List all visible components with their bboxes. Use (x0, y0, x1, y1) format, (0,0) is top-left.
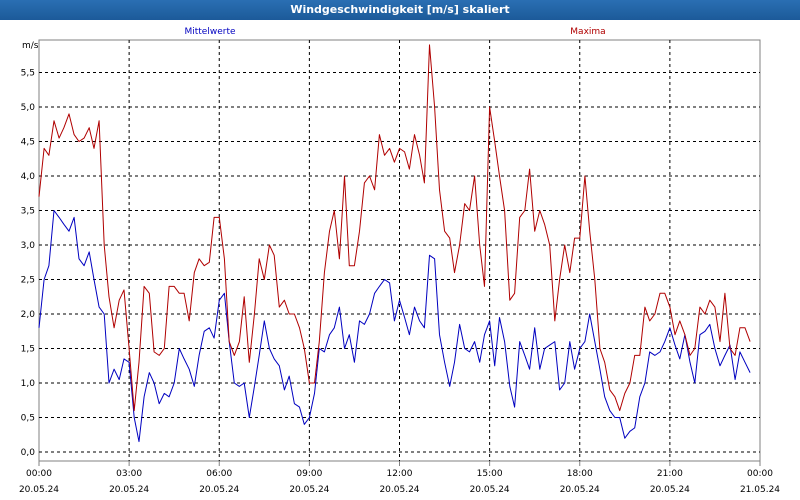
x-tick-time: 18:00 (567, 469, 593, 479)
y-tick-label: 1,0 (21, 379, 36, 389)
y-tick-label: 5,0 (21, 103, 36, 113)
x-tick-time: 00:00 (747, 469, 773, 479)
y-tick-label: 4,5 (21, 138, 35, 148)
x-tick-time: 03:00 (116, 469, 142, 479)
x-tick-date: 20.05.24 (560, 485, 600, 495)
y-tick-label: 3,5 (21, 207, 35, 217)
y-tick-label: 4,0 (21, 172, 36, 182)
y-axis-ticks: 0,0 0,5 1,0 1,5 2,0 2,5 3,0 3,5 4,0 4,5 5,0 5,5 (21, 69, 36, 459)
data-series (38, 44, 751, 443)
y-tick-label: 0,0 (21, 448, 36, 458)
x-tick-time: 21:00 (657, 469, 683, 479)
grid (39, 40, 760, 461)
y-tick-label: 2,0 (21, 310, 36, 320)
x-tick-date: 21.05.24 (740, 485, 780, 495)
y-tick-label: 0,5 (21, 414, 35, 424)
y-axis-label: m/s (22, 41, 39, 51)
x-tick-time: 06:00 (206, 469, 232, 479)
x-tick-time: 00:00 (26, 469, 52, 479)
x-tick-time: 09:00 (296, 469, 322, 479)
series-line-mittelwerte (38, 210, 751, 443)
x-tick-date: 20.05.24 (199, 485, 239, 495)
legend-maxima: Maxima (570, 27, 605, 37)
x-axis-ticks: 00:00 20.05.24 03:00 20.05.24 06:00 20.05.24 0… (19, 461, 780, 495)
x-tick-time: 15:00 (477, 469, 503, 479)
x-tick-date: 20.05.24 (379, 485, 419, 495)
legend-mittelwerte: Mittelwerte (184, 27, 235, 37)
y-tick-label: 2,5 (21, 276, 35, 286)
window-title: Windgeschwindigkeit [m/s] skaliert (0, 0, 800, 20)
y-tick-label: 1,5 (21, 345, 35, 355)
x-tick-date: 20.05.24 (109, 485, 149, 495)
x-tick-date: 20.05.24 (470, 485, 510, 495)
series-line-maxima (38, 44, 751, 412)
wind-speed-chart: 0,0 0,5 1,0 1,5 2,0 2,5 3,0 3,5 4,0 4,5 5,0 5,5 00:… (19, 27, 780, 495)
x-tick-date: 20.05.24 (289, 485, 329, 495)
x-tick-date: 20.05.24 (650, 485, 690, 495)
x-tick-date: 20.05.24 (19, 485, 59, 495)
y-tick-label: 5,5 (21, 69, 35, 79)
y-tick-label: 3,0 (21, 241, 36, 251)
x-tick-time: 12:00 (387, 469, 413, 479)
